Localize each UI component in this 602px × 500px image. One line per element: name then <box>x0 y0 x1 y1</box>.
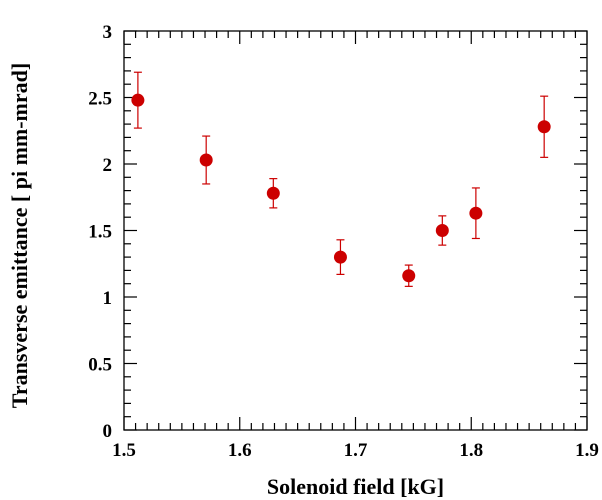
data-point <box>402 269 416 283</box>
plot-frame <box>123 30 588 431</box>
y-tick-label: 1.5 <box>88 222 112 243</box>
data-points <box>131 71 551 287</box>
data-point <box>266 186 280 200</box>
x-tick-label: 1.6 <box>228 440 252 461</box>
data-point <box>469 206 483 220</box>
data-point <box>333 250 347 264</box>
x-tick-label: 1.5 <box>112 440 136 461</box>
y-tick-label: 0.5 <box>88 355 112 376</box>
y-ticks: 0 0.5 1 1.5 2 2.5 3 <box>88 22 587 442</box>
data-point <box>537 120 551 134</box>
y-axis-title: Transverse emittance [ pi mm-mrad] <box>7 63 32 408</box>
x-tick-label: 1.7 <box>344 440 368 461</box>
y-tick-label: 1 <box>103 288 113 309</box>
y-tick-label: 2 <box>103 155 113 176</box>
x-tick-label: 1.9 <box>575 440 599 461</box>
data-point <box>199 153 213 167</box>
x-tick-label: 1.8 <box>459 440 483 461</box>
y-tick-label: 3 <box>103 22 113 43</box>
y-tick-label: 0 <box>103 421 113 442</box>
data-point <box>131 93 145 107</box>
x-axis-title: Solenoid field [kG] <box>267 474 444 499</box>
y-tick-label: 2.5 <box>88 89 112 110</box>
x-ticks: 1.5 1.6 1.7 1.8 1.9 <box>112 31 599 461</box>
data-point <box>435 224 449 237</box>
